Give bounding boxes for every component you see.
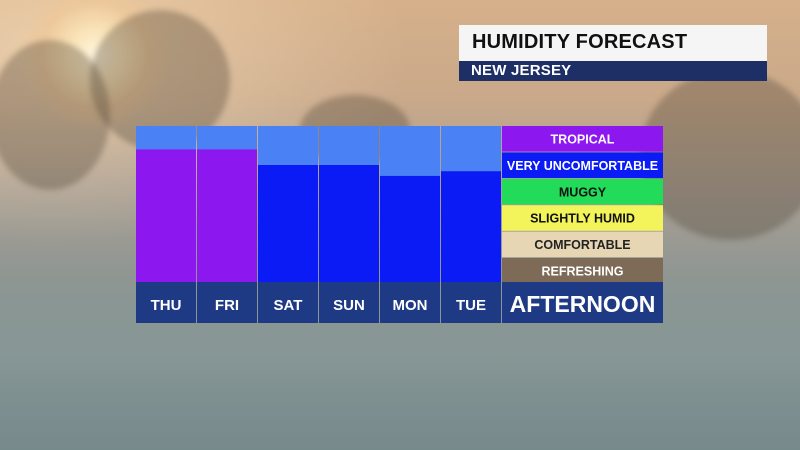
day-label-box xyxy=(380,282,440,323)
bar-thu xyxy=(136,149,196,282)
period-label: AFTERNOON xyxy=(510,291,656,317)
day-label-box xyxy=(197,282,257,323)
legend-swatch xyxy=(502,126,663,152)
subtitle-panel: NEW JERSEY xyxy=(459,61,767,81)
tree-silhouette xyxy=(640,70,800,240)
sun-glow xyxy=(20,0,170,130)
tree-silhouette xyxy=(0,40,110,190)
bar-tue xyxy=(441,171,501,282)
legend-label: MUGGY xyxy=(559,185,607,199)
title-panel: HUMIDITY FORECAST xyxy=(459,25,767,61)
day-label: SUN xyxy=(333,297,365,314)
page-subtitle: NEW JERSEY xyxy=(471,62,572,79)
legend-swatch xyxy=(502,231,663,258)
legend-label: COMFORTABLE xyxy=(534,238,630,252)
bar-sat xyxy=(258,165,318,282)
day-label-box xyxy=(258,282,318,323)
legend-label: VERY UNCOMFORTABLE xyxy=(507,159,658,173)
legend-swatch xyxy=(502,152,663,178)
day-label-box xyxy=(441,282,501,323)
legend-label: TROPICAL xyxy=(551,133,615,147)
day-label: TUE xyxy=(456,297,486,314)
day-label: FRI xyxy=(215,297,239,314)
day-label: SAT xyxy=(274,297,303,314)
day-label: THU xyxy=(151,297,182,314)
bar-fri xyxy=(197,149,257,282)
bar-sun xyxy=(319,165,379,282)
page-title: HUMIDITY FORECAST xyxy=(472,31,688,53)
legend-swatch xyxy=(502,205,663,231)
legend-label: REFRESHING xyxy=(542,265,624,279)
legend-swatch xyxy=(502,258,663,284)
day-label-box xyxy=(319,282,379,323)
day-label-box xyxy=(136,282,196,323)
day-label: MON xyxy=(393,297,428,314)
legend-label: SLIGHTLY HUMID xyxy=(530,212,635,226)
period-label-box xyxy=(502,282,663,323)
legend-swatch xyxy=(502,178,663,205)
bar-mon xyxy=(380,175,440,282)
